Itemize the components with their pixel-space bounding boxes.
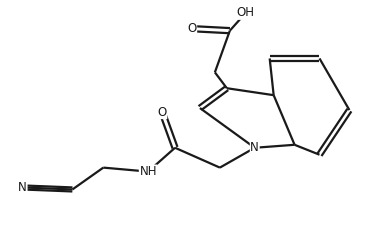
Text: NH: NH [139,165,157,178]
Text: N: N [250,141,259,154]
Text: N: N [18,181,27,194]
Text: O: O [187,22,196,35]
Text: O: O [158,106,167,119]
Text: OH: OH [237,6,255,19]
